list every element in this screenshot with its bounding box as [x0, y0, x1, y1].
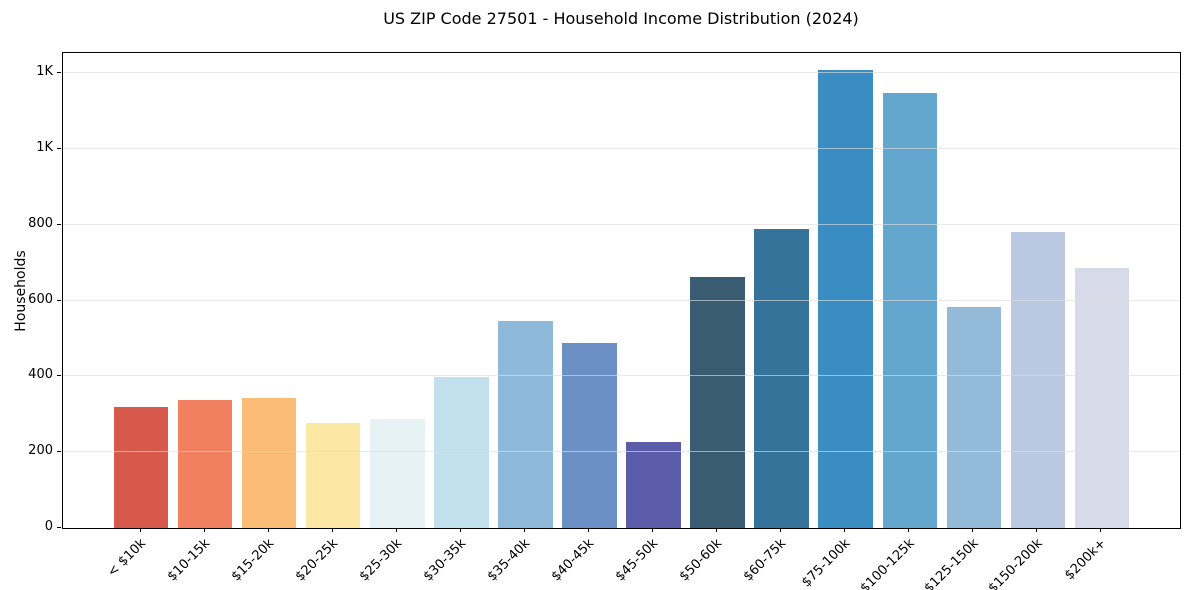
x-tick-label: $150-200k	[985, 536, 1046, 590]
x-tick-label: $60-75k	[740, 536, 790, 585]
gridline	[63, 375, 1180, 377]
x-tick-mark	[1036, 528, 1038, 532]
y-tick-label: 1K	[36, 64, 53, 80]
x-tick-label: $15-20k	[228, 536, 277, 585]
x-tick-mark	[587, 528, 589, 532]
x-tick-mark	[780, 528, 782, 532]
y-tick-label: 0	[44, 519, 53, 534]
x-tick-label: $45-50k	[612, 536, 662, 585]
bar	[434, 377, 489, 528]
x-tick-label: $50-60k	[676, 536, 726, 585]
bar	[1010, 231, 1066, 528]
bar	[562, 342, 617, 528]
gridline	[63, 147, 1180, 149]
y-tick-label: 1K	[36, 139, 53, 155]
bar	[946, 306, 1002, 528]
x-tick-mark	[1100, 528, 1102, 532]
x-tick-label: $10-15k	[164, 536, 213, 585]
y-tick-label: 600	[28, 291, 53, 307]
x-tick-label: < $10k	[104, 536, 149, 581]
y-tick-label: 800	[28, 215, 53, 231]
x-tick-label: $100-125k	[857, 536, 918, 590]
bar	[241, 397, 297, 528]
x-tick-mark	[459, 528, 461, 532]
plot-area	[62, 52, 1181, 529]
y-tick-mark	[57, 299, 61, 301]
y-tick-mark	[57, 72, 61, 74]
x-tick-label: $35-40k	[484, 536, 534, 585]
x-tick-label: $20-25k	[292, 536, 341, 585]
gridline	[63, 72, 1180, 74]
x-tick-mark	[908, 528, 910, 532]
bar	[754, 228, 809, 528]
x-tick-mark	[395, 528, 397, 532]
y-tick-mark	[57, 451, 61, 453]
gridline	[63, 223, 1180, 225]
x-tick-label: $200k+	[1062, 536, 1110, 584]
x-tick-mark	[139, 528, 141, 532]
x-tick-label: $125-150k	[921, 536, 982, 590]
x-tick-mark	[652, 528, 654, 532]
bar	[690, 276, 745, 528]
x-tick-mark	[203, 528, 205, 532]
x-tick-label: $25-30k	[356, 536, 405, 585]
bar	[370, 419, 425, 528]
bar	[113, 407, 169, 528]
x-tick-mark	[844, 528, 846, 532]
y-tick-label: 200	[28, 443, 53, 459]
y-tick-mark	[57, 223, 61, 225]
bar	[305, 423, 361, 528]
x-tick-mark	[331, 528, 333, 532]
bar	[1074, 267, 1130, 528]
x-tick-mark	[523, 528, 525, 532]
x-tick-label: $40-45k	[548, 536, 598, 585]
x-tick-mark	[972, 528, 974, 532]
y-tick-mark	[57, 527, 61, 528]
y-tick-label: 400	[28, 367, 53, 383]
gridline	[63, 299, 1180, 301]
bar	[882, 93, 937, 528]
bar	[498, 321, 553, 528]
y-tick-mark	[57, 375, 61, 377]
gridline	[63, 451, 1180, 453]
x-tick-mark	[716, 528, 718, 532]
bar	[626, 442, 681, 528]
x-tick-mark	[267, 528, 269, 532]
bar	[177, 399, 233, 528]
x-tick-label: $30-35k	[420, 536, 469, 585]
y-tick-mark	[57, 147, 61, 149]
chart-title: US ZIP Code 27501 - Household Income Dis…	[383, 9, 859, 28]
x-tick-label: $75-100k	[798, 536, 854, 590]
